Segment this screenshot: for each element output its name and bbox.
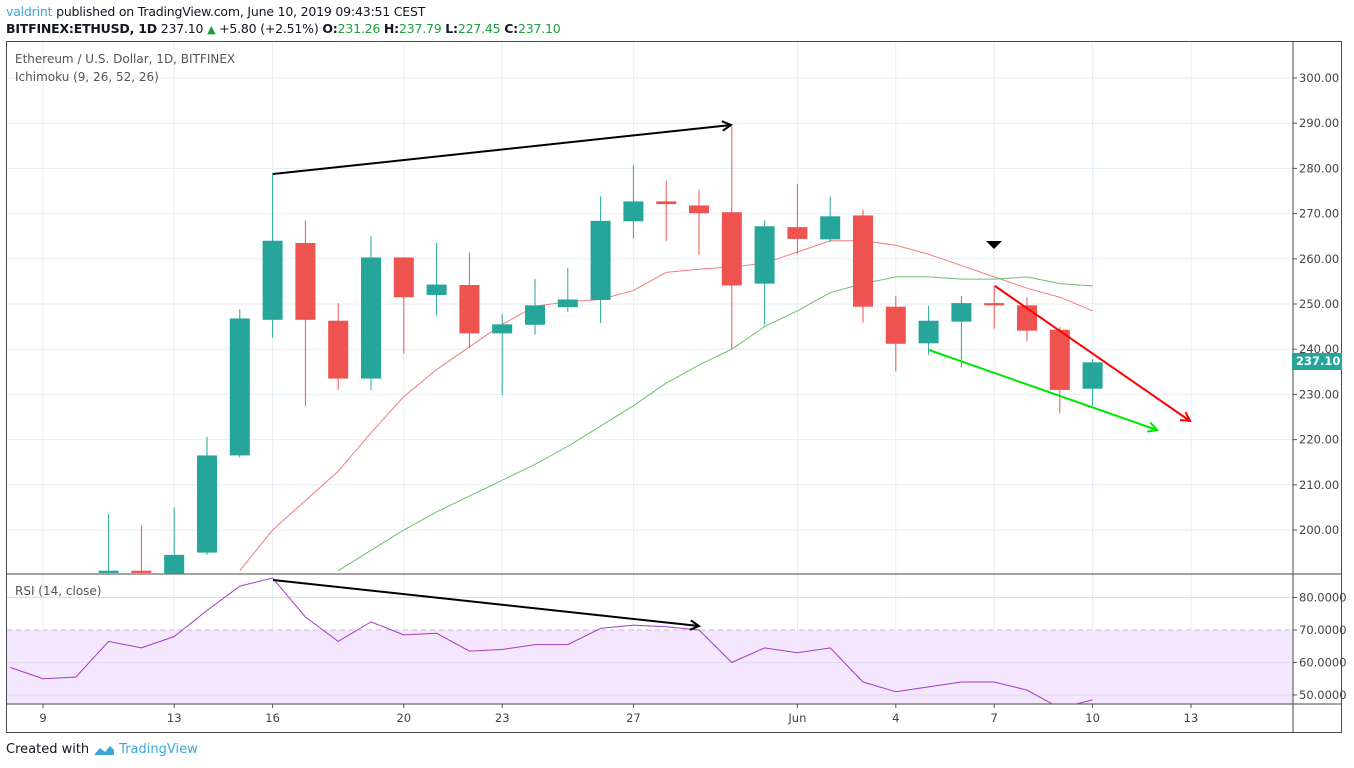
candle[interactable] — [984, 285, 1005, 329]
y-tick-label: 300.00 — [1299, 71, 1339, 85]
ichimoku-legend[interactable]: Ichimoku (9, 26, 52, 26) — [15, 70, 159, 84]
candle[interactable] — [328, 303, 349, 390]
candle[interactable] — [197, 436, 217, 555]
symbol-info: BITFINEX:ETHUSD, 1D 237.10 ▲ +5.80 (+2.5… — [6, 21, 561, 36]
candle[interactable] — [590, 196, 611, 323]
footer: Created with TradingView — [6, 742, 198, 757]
candle[interactable] — [459, 252, 480, 348]
tradingview-logo-icon — [94, 745, 115, 755]
up-triangle-icon: ▲ — [207, 23, 216, 36]
candle[interactable] — [820, 196, 841, 243]
x-tick-label: 23 — [495, 711, 510, 725]
close-value: 237.10 — [517, 21, 561, 36]
candle[interactable] — [1049, 327, 1070, 414]
candle[interactable] — [492, 313, 513, 396]
symbol-label: BITFINEX:ETHUSD, 1D — [6, 21, 157, 36]
candle[interactable] — [623, 165, 644, 239]
close-label: C: — [504, 21, 518, 36]
rsi-tick-label: 70.0000 — [1299, 623, 1347, 637]
candle[interactable] — [525, 279, 545, 335]
x-tick-label: 9 — [39, 711, 46, 725]
candle[interactable] — [229, 309, 250, 458]
candle[interactable] — [754, 220, 775, 325]
last-price: 237.10 — [160, 21, 204, 36]
x-tick-label: 27 — [626, 711, 641, 725]
x-tick-label: Jun — [787, 711, 806, 725]
main-pane-title: Ethereum / U.S. Dollar, 1D, BITFINEX — [15, 52, 236, 66]
y-tick-label: 250.00 — [1299, 297, 1339, 311]
x-tick-label: 16 — [265, 711, 280, 725]
candle[interactable] — [721, 126, 742, 349]
candle[interactable] — [262, 172, 283, 338]
x-tick-label: 7 — [991, 711, 998, 725]
y-tick-label: 270.00 — [1299, 207, 1339, 221]
author-link[interactable]: valdrint — [6, 4, 53, 19]
candle[interactable] — [853, 209, 873, 323]
y-tick-label: 260.00 — [1299, 252, 1339, 266]
y-tick-label: 240.00 — [1299, 342, 1339, 356]
y-tick-label: 210.00 — [1299, 478, 1339, 492]
y-tick-label: 200.00 — [1299, 523, 1339, 537]
trendline-arrow[interactable] — [994, 285, 1191, 422]
created-with-label: Created with — [6, 742, 90, 757]
rsi-tick-label: 50.0000 — [1299, 688, 1347, 702]
last-price-tag: 237.10 — [1292, 353, 1342, 370]
triangle-down-marker-icon[interactable] — [986, 241, 1002, 249]
candle[interactable] — [787, 184, 808, 255]
chart-frame — [6, 41, 1342, 733]
low-value: 227.45 — [457, 21, 501, 36]
low-label: L: — [445, 21, 458, 36]
candle[interactable] — [557, 267, 578, 312]
tradingview-brand-link[interactable]: TradingView — [119, 742, 198, 757]
publish-info: valdrint published on TradingView.com, J… — [6, 4, 425, 19]
price-change: +5.80 (+2.51%) — [219, 21, 319, 36]
candle[interactable] — [689, 189, 709, 256]
x-tick-label: 20 — [396, 711, 411, 725]
x-tick-label: 13 — [167, 711, 182, 725]
y-tick-label: 220.00 — [1299, 433, 1339, 447]
rsi-tick-label: 60.0000 — [1299, 656, 1347, 670]
x-tick-label: 4 — [892, 711, 899, 725]
trendline-arrow[interactable] — [272, 124, 732, 175]
candle[interactable] — [295, 220, 316, 406]
rsi-tick-label: 80.0000 — [1299, 591, 1347, 605]
candle[interactable] — [951, 295, 972, 368]
rsi-legend[interactable]: RSI (14, close) — [15, 584, 102, 598]
high-label: H: — [383, 21, 399, 36]
candle[interactable] — [656, 180, 677, 242]
y-tick-label: 280.00 — [1299, 161, 1339, 175]
y-tick-label: 290.00 — [1299, 116, 1339, 130]
open-label: O: — [322, 21, 338, 36]
trendline-arrow[interactable] — [928, 349, 1158, 431]
high-value: 237.79 — [398, 21, 442, 36]
candle[interactable] — [361, 236, 381, 390]
candle[interactable] — [98, 513, 119, 575]
candle[interactable] — [885, 295, 906, 372]
trendline-arrow[interactable] — [272, 579, 700, 627]
x-tick-label: 10 — [1085, 711, 1100, 725]
candle[interactable] — [1082, 359, 1103, 406]
published-text: published on TradingView.com, June 10, 2… — [52, 4, 426, 19]
x-tick-label: 13 — [1184, 711, 1199, 725]
candle[interactable] — [164, 507, 185, 575]
candle[interactable] — [393, 257, 414, 354]
candle[interactable] — [426, 242, 447, 316]
candle[interactable] — [918, 305, 939, 355]
candle[interactable] — [131, 525, 152, 575]
y-tick-label: 230.00 — [1299, 387, 1339, 401]
open-value: 231.26 — [337, 21, 381, 36]
